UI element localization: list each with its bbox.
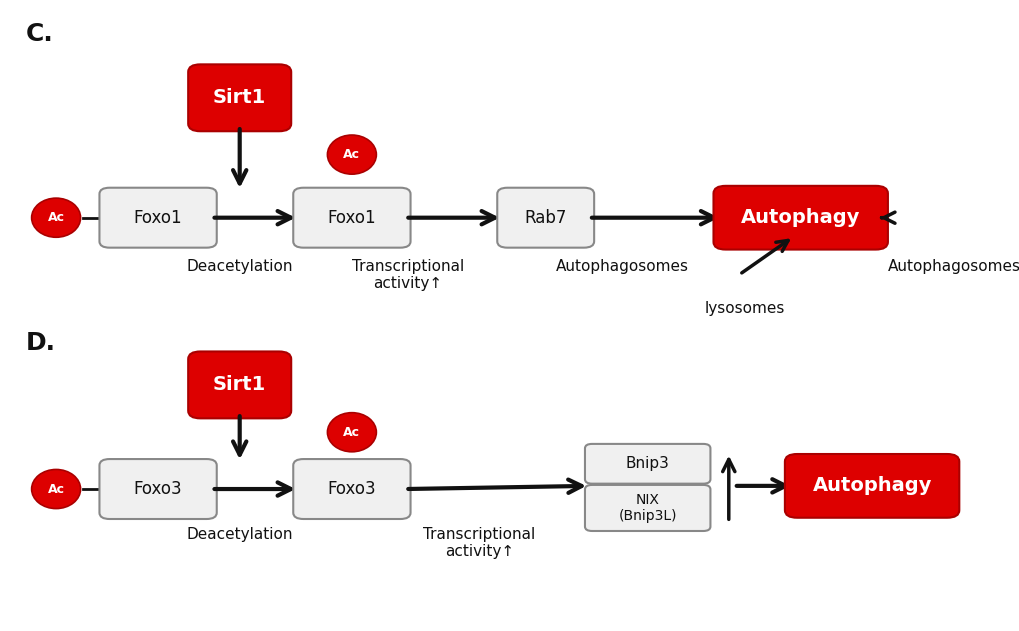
Text: Transcriptional
activity↑: Transcriptional activity↑ (352, 259, 464, 291)
FancyBboxPatch shape (187, 64, 291, 131)
FancyBboxPatch shape (187, 351, 291, 418)
FancyBboxPatch shape (293, 187, 410, 247)
FancyBboxPatch shape (585, 485, 710, 531)
Text: lysosomes: lysosomes (704, 301, 784, 316)
FancyBboxPatch shape (713, 186, 888, 249)
Text: Sirt1: Sirt1 (213, 375, 266, 394)
FancyBboxPatch shape (785, 454, 958, 517)
Text: Ac: Ac (343, 426, 360, 439)
Text: Deacetylation: Deacetylation (186, 259, 292, 274)
Text: Foxo1: Foxo1 (327, 209, 376, 227)
FancyBboxPatch shape (100, 459, 217, 519)
Text: Deacetylation: Deacetylation (186, 527, 292, 542)
Text: Foxo3: Foxo3 (327, 480, 376, 498)
Text: Ac: Ac (48, 483, 64, 495)
Text: Foxo1: Foxo1 (133, 209, 182, 227)
FancyBboxPatch shape (293, 459, 410, 519)
Text: Sirt1: Sirt1 (213, 88, 266, 107)
Text: Ac: Ac (343, 148, 360, 161)
Ellipse shape (32, 469, 81, 509)
Ellipse shape (327, 135, 376, 174)
FancyBboxPatch shape (585, 444, 710, 483)
Ellipse shape (32, 198, 81, 237)
Text: Ac: Ac (48, 211, 64, 224)
Ellipse shape (327, 413, 376, 452)
Text: NIX
(Bnip3L): NIX (Bnip3L) (618, 493, 677, 523)
FancyBboxPatch shape (497, 187, 594, 247)
Text: C.: C. (25, 22, 53, 46)
Text: Autophagosomes: Autophagosomes (887, 259, 1019, 274)
FancyBboxPatch shape (100, 187, 217, 247)
Text: Autophagy: Autophagy (811, 476, 931, 495)
Text: D.: D. (25, 331, 55, 355)
Text: Bnip3: Bnip3 (625, 456, 669, 471)
Text: Autophagy: Autophagy (740, 208, 860, 227)
Text: Autophagosomes: Autophagosomes (555, 259, 688, 274)
Text: Transcriptional
activity↑: Transcriptional activity↑ (423, 527, 535, 559)
Text: Foxo3: Foxo3 (133, 480, 182, 498)
Text: Rab7: Rab7 (524, 209, 567, 227)
